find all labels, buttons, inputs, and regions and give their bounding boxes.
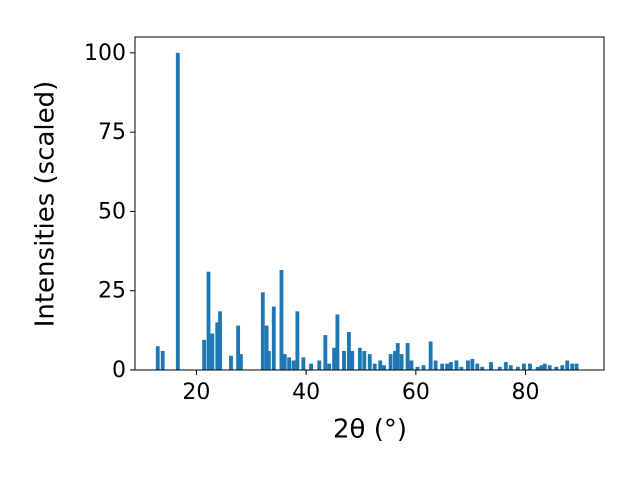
- bar: [470, 358, 475, 370]
- bar: [350, 350, 355, 370]
- bar: [367, 354, 372, 370]
- bar: [560, 365, 565, 370]
- bar: [287, 357, 292, 370]
- y-tick-label: 0: [112, 358, 126, 383]
- bar: [155, 346, 160, 370]
- bar: [574, 363, 579, 370]
- bar: [295, 311, 300, 370]
- bar: [332, 347, 337, 370]
- bar: [323, 335, 328, 370]
- bar: [554, 366, 559, 370]
- bar: [497, 366, 502, 370]
- bar: [218, 311, 222, 370]
- bar: [480, 366, 485, 370]
- bar: [236, 325, 241, 370]
- bar: [535, 366, 540, 370]
- bar: [301, 357, 306, 370]
- bar: [372, 363, 377, 370]
- bar: [382, 365, 386, 370]
- bar: [229, 355, 233, 370]
- bar: [508, 365, 513, 370]
- bar: [489, 362, 493, 370]
- bar: [327, 363, 332, 370]
- bar: [459, 366, 464, 370]
- bar: [409, 360, 414, 370]
- bar: [309, 363, 314, 370]
- x-tick-label: 80: [512, 380, 540, 405]
- bar: [279, 270, 284, 370]
- bar: [202, 339, 207, 370]
- bar: [405, 343, 410, 370]
- bar: [454, 360, 459, 370]
- x-tick-label: 60: [402, 380, 430, 405]
- bar: [445, 363, 450, 370]
- bar: [565, 360, 570, 370]
- bar: [317, 360, 322, 370]
- bar: [515, 366, 520, 370]
- bar: [210, 333, 215, 370]
- bar: [347, 331, 351, 370]
- bar: [175, 52, 180, 370]
- bar: [266, 350, 271, 370]
- bar: [215, 322, 220, 370]
- bar: [433, 360, 438, 370]
- x-axis-label: 2θ (°): [333, 415, 407, 445]
- bar: [521, 363, 526, 370]
- bar: [206, 271, 211, 370]
- bar: [542, 363, 547, 370]
- x-tick-label: 20: [182, 380, 210, 405]
- y-tick-label: 100: [84, 41, 126, 66]
- bar: [395, 343, 400, 370]
- bar: [160, 350, 165, 370]
- plot-frame: [134, 36, 605, 371]
- bar: [570, 363, 575, 370]
- bar: [357, 347, 362, 370]
- bar: [428, 341, 433, 370]
- bar: [421, 365, 426, 370]
- bar: [475, 363, 480, 370]
- bar: [271, 306, 276, 370]
- bar: [335, 314, 340, 370]
- bar: [362, 350, 367, 370]
- bar: [503, 362, 508, 370]
- bar: [291, 360, 296, 370]
- bar: [528, 363, 532, 370]
- bar: [547, 365, 552, 370]
- bar: [449, 362, 453, 370]
- bar: [378, 360, 383, 370]
- bar: [342, 350, 346, 370]
- bar: [415, 366, 420, 370]
- bar: [282, 354, 287, 370]
- bar: [393, 350, 397, 370]
- bar: [388, 354, 393, 370]
- x-tick-label: 40: [292, 380, 320, 405]
- y-tick-label: 75: [98, 120, 126, 145]
- bar: [264, 325, 269, 370]
- y-axis-label: Intensities (scaled): [31, 81, 61, 328]
- bar: [260, 292, 265, 370]
- bar: [539, 365, 544, 370]
- bar: [466, 360, 470, 370]
- bar: [440, 363, 445, 370]
- y-tick-label: 25: [98, 279, 126, 304]
- y-tick-label: 50: [98, 199, 126, 224]
- bar: [399, 354, 404, 370]
- bar: [238, 354, 243, 370]
